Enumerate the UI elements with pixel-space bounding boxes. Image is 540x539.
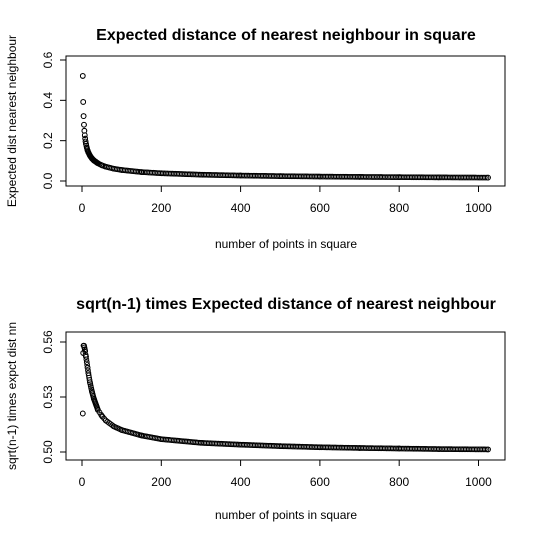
- x-tick-label: 0: [79, 475, 86, 489]
- chart-title: Expected distance of nearest neighbour i…: [96, 27, 476, 44]
- data-point: [99, 413, 106, 420]
- data-point: [86, 377, 93, 383]
- x-tick-label: 1000: [465, 201, 492, 215]
- chart-expected-distance: Expected distance of nearest neighbour i…: [5, 27, 506, 251]
- data-point: [81, 121, 87, 128]
- data-point: [82, 135, 89, 142]
- data-point: [83, 359, 90, 366]
- x-axis: 0 200 400 600 800 1000: [79, 459, 492, 489]
- data-point: [84, 364, 91, 371]
- data-point: [83, 353, 89, 360]
- x-tick-label: 800: [389, 201, 409, 215]
- y-axis-label: Expected dist nearest neighbour: [5, 35, 19, 207]
- y-axis: 0.0 0.2 0.4 0.6: [41, 51, 67, 189]
- data-point: [82, 348, 89, 355]
- x-tick-label: 400: [231, 475, 251, 489]
- y-tick-label: 0.56: [41, 330, 55, 354]
- data-point: [101, 415, 108, 422]
- plot-frame: [65, 55, 506, 187]
- data-point: [483, 174, 490, 181]
- x-tick-label: 200: [151, 201, 171, 215]
- data-point: [79, 410, 86, 417]
- data-point: [80, 99, 87, 105]
- x-tick-label: 400: [231, 201, 251, 215]
- data-point: [481, 174, 488, 181]
- y-tick-label: 0.0: [41, 172, 55, 189]
- data-point: [485, 174, 491, 181]
- x-axis-label: number of points in square: [215, 508, 357, 522]
- data-point: [481, 446, 488, 453]
- data-point: [485, 446, 491, 453]
- data-point: [79, 73, 86, 79]
- x-tick-label: 0: [79, 201, 86, 215]
- data-point: [83, 356, 90, 363]
- plot-frame: [65, 331, 506, 461]
- x-tick-label: 600: [310, 475, 330, 489]
- data-point: [80, 113, 87, 119]
- data-points: [79, 73, 491, 181]
- x-tick-label: 600: [310, 201, 330, 215]
- y-tick-label: 0.2: [41, 132, 55, 149]
- x-axis: 0 200 400 600 800 1000: [79, 185, 492, 215]
- data-point: [84, 362, 91, 368]
- x-tick-label: 800: [389, 475, 409, 489]
- y-tick-label: 0.6: [41, 51, 55, 68]
- y-axis-label: sqrt(n-1) times expct dist nn: [5, 322, 19, 470]
- data-points: [79, 342, 491, 453]
- x-tick-label: 1000: [465, 475, 492, 489]
- x-axis-label: number of points in square: [215, 237, 357, 251]
- chart-scaled-distance: sqrt(n-1) times Expected distance of nea…: [5, 296, 506, 522]
- y-tick-label: 0.4: [41, 92, 55, 109]
- y-tick-label: 0.53: [41, 385, 55, 409]
- chart-title: sqrt(n-1) times Expected distance of nea…: [76, 296, 496, 313]
- data-point: [81, 132, 88, 139]
- data-point: [82, 138, 89, 145]
- y-tick-label: 0.50: [41, 440, 55, 464]
- x-tick-label: 200: [151, 475, 171, 489]
- data-point: [483, 446, 490, 453]
- y-axis: 0.50 0.53 0.56: [41, 330, 67, 464]
